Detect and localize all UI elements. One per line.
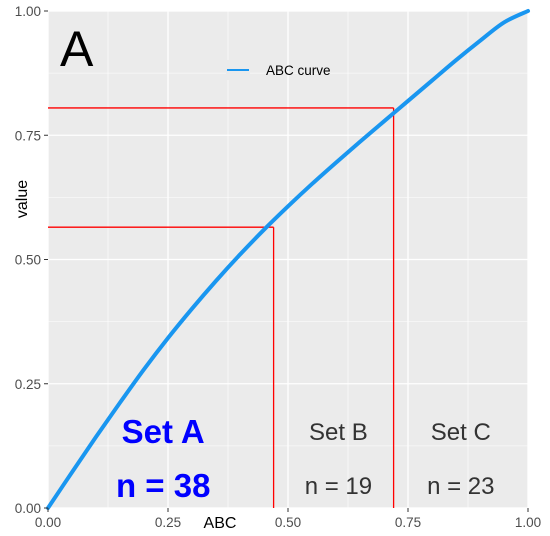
set-count-label: n = 19 (305, 473, 372, 500)
set-name-label: Set B (309, 419, 368, 446)
y-axis-title: value (14, 180, 31, 218)
x-tick-label: 0.75 (395, 515, 421, 530)
set-annotations: Set A n = 38 Set B n = 19 Set C n = 23 (116, 413, 495, 504)
abc-curve-line (46, 9, 530, 510)
y-axis-ticks: 0.00 0.25 0.50 0.75 1.00 (15, 4, 48, 516)
x-tick-label: 0.50 (275, 515, 301, 530)
set-name-label: Set C (431, 419, 491, 446)
y-tick-label: 0.75 (15, 128, 41, 143)
y-tick-label: 0.50 (15, 253, 41, 268)
set-count-label: n = 23 (427, 473, 494, 500)
y-tick-label: 0.25 (15, 377, 41, 392)
x-tick-label: 0.25 (155, 515, 181, 530)
x-axis-title: ABC (204, 515, 237, 532)
y-tick-label: 1.00 (15, 4, 41, 19)
x-tick-label: 1.00 (515, 515, 541, 530)
legend: ABC curve (226, 60, 331, 80)
set-count-label: n = 38 (116, 467, 210, 504)
x-tick-label: 0.00 (35, 515, 61, 530)
x-axis-ticks: 0.00 0.25 0.50 0.75 1.00 (35, 508, 541, 530)
set-name-label: Set A (122, 413, 205, 450)
legend-entry: ABC curve (266, 63, 331, 78)
panel-letter: A (60, 21, 94, 77)
y-tick-label: 0.00 (15, 501, 41, 516)
reference-lines (48, 107, 395, 508)
